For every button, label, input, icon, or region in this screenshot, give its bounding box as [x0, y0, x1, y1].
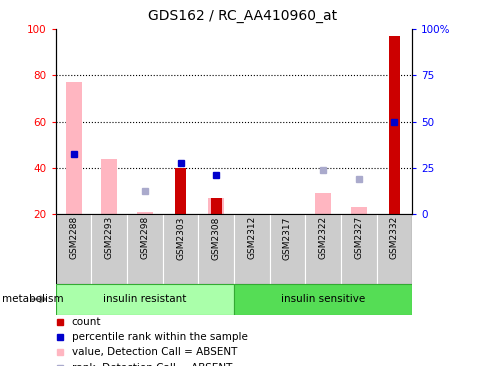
- Bar: [56, 284, 234, 315]
- Bar: [269, 214, 305, 284]
- Text: rank, Detection Call = ABSENT: rank, Detection Call = ABSENT: [72, 362, 232, 366]
- Text: GDS162 / RC_AA410960_at: GDS162 / RC_AA410960_at: [148, 9, 336, 23]
- Text: value, Detection Call = ABSENT: value, Detection Call = ABSENT: [72, 347, 237, 357]
- Bar: [175, 168, 185, 214]
- Text: count: count: [72, 317, 101, 326]
- Text: GSM2303: GSM2303: [176, 216, 185, 259]
- Text: metabolism: metabolism: [2, 294, 64, 304]
- Bar: [388, 36, 399, 214]
- Text: insulin sensitive: insulin sensitive: [280, 294, 364, 304]
- Bar: [101, 159, 117, 214]
- Bar: [305, 214, 340, 284]
- Bar: [233, 214, 269, 284]
- Bar: [315, 193, 331, 214]
- Bar: [211, 198, 221, 214]
- Text: GSM2298: GSM2298: [140, 216, 149, 259]
- Text: GSM2293: GSM2293: [105, 216, 114, 259]
- Text: GSM2322: GSM2322: [318, 216, 327, 259]
- Bar: [136, 212, 152, 214]
- Text: GSM2317: GSM2317: [282, 216, 291, 259]
- Text: GSM2312: GSM2312: [247, 216, 256, 259]
- Text: GSM2327: GSM2327: [353, 216, 363, 259]
- Bar: [350, 207, 366, 214]
- Text: percentile rank within the sample: percentile rank within the sample: [72, 332, 247, 342]
- Bar: [376, 214, 411, 284]
- Bar: [340, 214, 376, 284]
- Text: GSM2308: GSM2308: [211, 216, 220, 259]
- Bar: [234, 284, 411, 315]
- Text: GSM2288: GSM2288: [69, 216, 78, 259]
- Bar: [198, 214, 234, 284]
- Text: insulin resistant: insulin resistant: [103, 294, 186, 304]
- Text: GSM2332: GSM2332: [389, 216, 398, 259]
- Bar: [91, 214, 127, 284]
- Bar: [208, 198, 224, 214]
- Bar: [56, 214, 91, 284]
- Bar: [127, 214, 163, 284]
- Bar: [163, 214, 198, 284]
- Bar: [65, 82, 81, 214]
